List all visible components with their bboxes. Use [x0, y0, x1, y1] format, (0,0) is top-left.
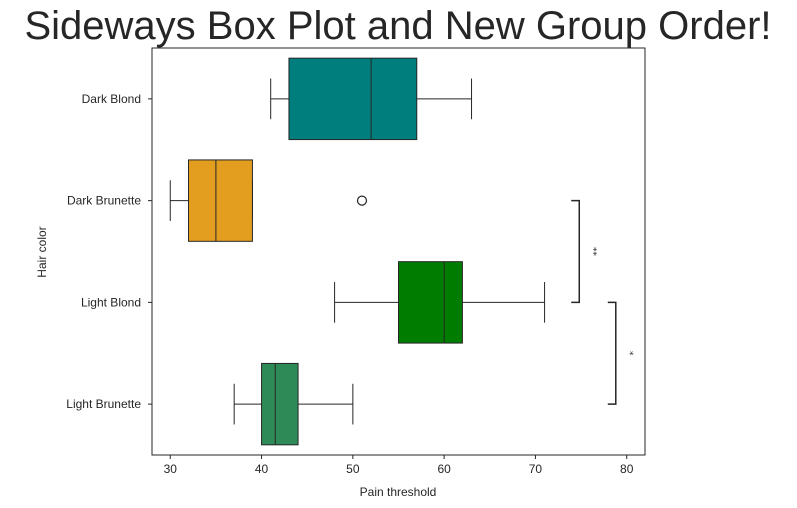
- significance-label: **: [587, 247, 597, 257]
- x-tick-label: 40: [255, 462, 269, 476]
- box-dark-blond: [270, 57, 473, 141]
- significance-bracket: **: [571, 199, 597, 304]
- x-tick-label: 70: [529, 462, 543, 476]
- iqr-box: [288, 57, 418, 141]
- y-axis-ticks: Dark Blond Dark Brunette Light Blond Light …: [66, 92, 152, 411]
- x-tick-label: 60: [437, 462, 451, 476]
- bracket-line: [607, 301, 617, 405]
- x-tick-label: 50: [346, 462, 360, 476]
- chart-title: Sideways Box Plot and New Group Order!: [24, 4, 771, 48]
- y-axis-label: Hair color: [35, 226, 49, 277]
- significance-annotations: ***: [571, 199, 634, 405]
- box-light-brunette: [233, 362, 354, 446]
- box-dark-brunette: [169, 159, 368, 242]
- y-tick-label: Dark Brunette: [67, 194, 141, 208]
- x-tick-label: 80: [620, 462, 634, 476]
- x-axis-label: Pain threshold: [360, 485, 437, 499]
- boxes-layer: [169, 57, 546, 446]
- significance-label: *: [624, 351, 634, 356]
- y-tick-label: Dark Blond: [82, 92, 141, 106]
- box-light-blond: [334, 261, 546, 344]
- x-axis-ticks: 30 40 50 60 70 80: [164, 455, 634, 476]
- bracket-line: [571, 199, 581, 304]
- y-tick-label: Light Brunette: [66, 397, 141, 411]
- y-tick-label: Light Blond: [81, 295, 141, 309]
- iqr-box: [188, 159, 253, 242]
- iqr-box: [398, 261, 463, 344]
- significance-bracket: *: [607, 301, 634, 405]
- outlier-point: [356, 195, 368, 206]
- iqr-box: [261, 362, 299, 446]
- x-tick-label: 30: [164, 462, 178, 476]
- plot-area-frame: [151, 47, 646, 456]
